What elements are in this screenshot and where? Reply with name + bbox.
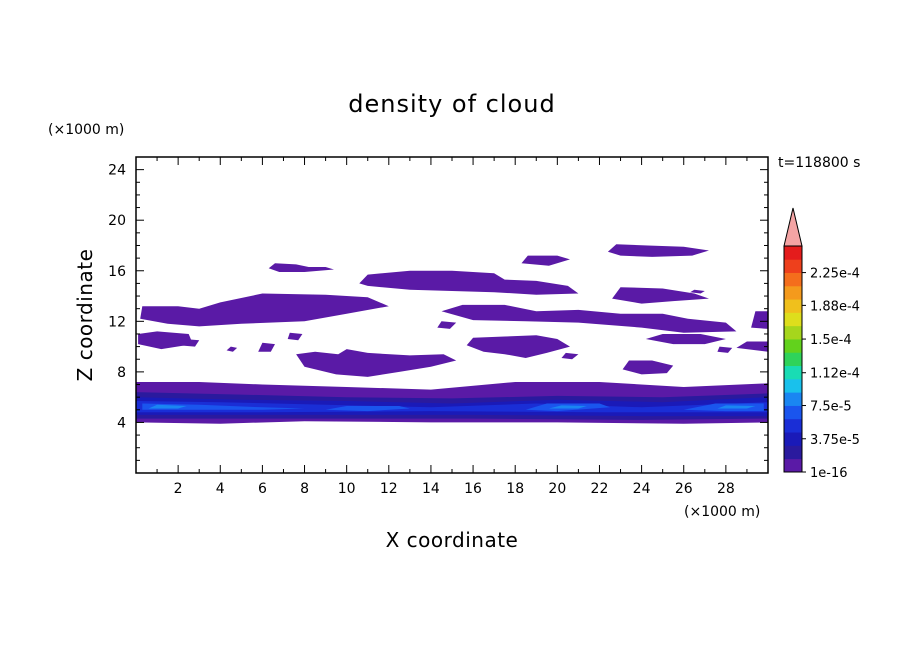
contour-region [612,287,709,304]
contour-region [140,293,389,327]
x-tick-label: 28 [717,481,735,497]
contour-region [142,403,305,410]
chart-title: density of cloud [348,90,555,118]
x-tick-label: 14 [422,481,440,497]
contour-region [136,401,768,413]
colorbar-swatch [784,352,802,367]
x-tick-label: 6 [258,481,267,497]
x-tick-label: 2 [174,481,183,497]
contour-region [268,263,334,272]
x-tick-label: 26 [675,481,693,497]
contour-region [178,339,200,347]
contour-region [359,270,579,295]
colorbar-frame [783,245,803,473]
x-tick-label: 18 [506,481,524,497]
colorbar-swatch [784,339,802,353]
contour-region [751,311,768,329]
colorbar: 1e-16 3.75e-5 7.5e-5 1.12e-4 1.5e-4 1.88e-4 2.… [783,207,860,481]
contour-region [548,405,587,409]
contour-region [287,332,303,341]
colorbar-label: 1.88e-4 [810,299,860,314]
colorbar-swatch [784,259,802,273]
contour-region [466,335,570,358]
colorbar-swatch [784,272,802,287]
contour-fills [136,244,768,424]
contour-region [645,334,726,345]
y-axis-label: Z coordinate [73,249,97,382]
colorbar-swatch [784,458,802,473]
colorbar-swatch [784,445,802,460]
x-tick-label: 10 [338,481,356,497]
contour-region [148,404,187,409]
contour-region [736,341,768,352]
contour-region [607,244,709,257]
colorbar-swatch [784,365,802,380]
y-tick-label: 24 [108,163,126,179]
contour-region [521,255,570,266]
colorbar-swatch [784,378,802,393]
colorbar-swatch [784,405,802,420]
y-tick-label: 8 [117,365,126,381]
colorbar-swatch [784,285,802,300]
contour-region [258,342,275,352]
x-unit-label: (×1000 m) [684,504,760,520]
colorbar-label: 3.75e-5 [810,433,860,448]
colorbar-label: 1e-16 [810,466,848,481]
colorbar-label: 7.5e-5 [810,400,852,415]
y-unit-label: (×1000 m) [48,122,124,138]
colorbar-swatch [784,246,802,260]
colorbar-swatch [784,418,802,433]
x-tick-label: 22 [591,481,609,497]
contour-region [441,304,737,333]
colorbar-swatch [784,432,802,446]
colorbar-swatch [784,299,802,313]
colorbar-label: 1.5e-4 [810,333,852,348]
contour-region [717,405,756,409]
y-tick-label: 4 [117,415,126,431]
y-axis: 4 8 12 16 20 24 [108,163,768,461]
colorbar-swatch [784,392,802,406]
time-label: t=118800 s [778,155,860,171]
contour-region [325,406,410,412]
x-tick-label: 12 [380,481,398,497]
x-tick-label: 16 [464,481,482,497]
colorbar-label: 2.25e-4 [810,267,860,282]
y-tick-label: 12 [108,314,126,330]
x-axis-label: X coordinate [386,528,519,552]
colorbar-label: 1.12e-4 [810,367,860,382]
x-tick-label: 24 [633,481,651,497]
contour-region [622,360,674,375]
y-tick-label: 16 [108,264,126,280]
y-tick-label: 20 [108,213,126,229]
contour-region [296,349,457,377]
contour-region [561,352,579,360]
x-axis: 2 4 6 8 10 12 14 16 18 20 22 24 26 28 [156,157,748,497]
x-tick-label: 20 [548,481,566,497]
colorbar-swatch [784,325,802,340]
x-tick-label: 4 [216,481,225,497]
contour-region [717,346,733,353]
colorbar-extend-arrow [783,207,803,247]
contour-region [437,321,457,329]
colorbar-swatch [784,312,802,327]
contour-region [226,346,238,352]
contour-region [690,289,705,294]
x-tick-label: 8 [300,481,309,497]
